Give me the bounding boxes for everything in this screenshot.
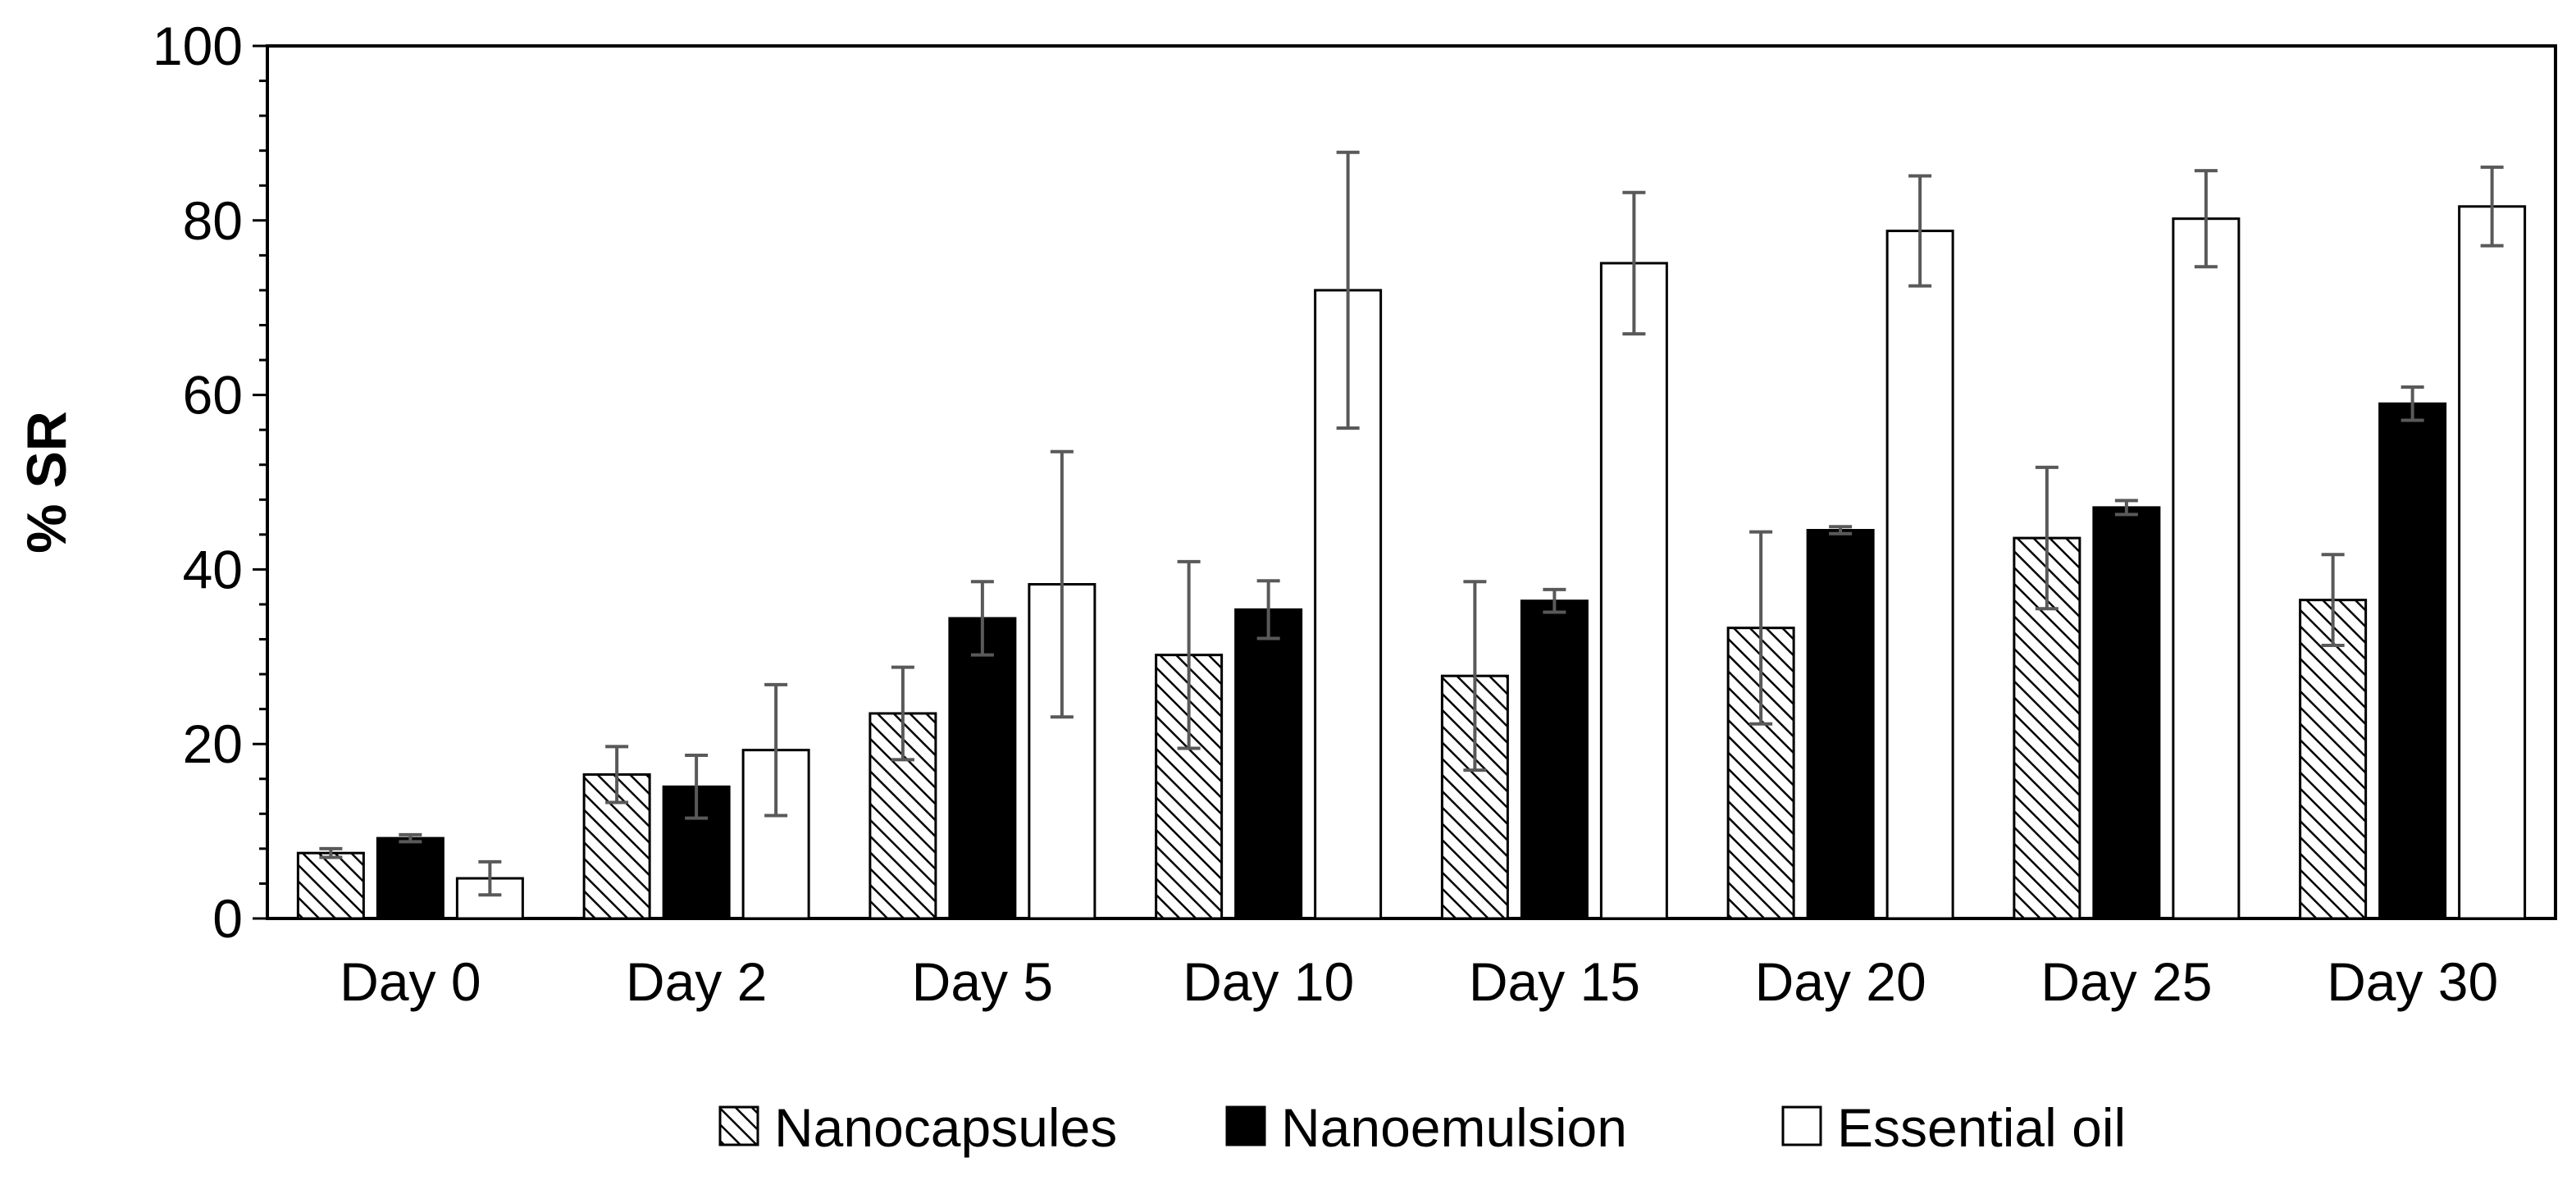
legend-label-nanoemulsion: Nanoemulsion xyxy=(1281,1097,1627,1158)
bar-nanoemulsion-day-15 xyxy=(1520,599,1589,920)
y-tick-label: 40 xyxy=(183,539,243,599)
bar-nanoemulsion-day-25 xyxy=(2092,506,2161,920)
bar-nanocapsules-day-10 xyxy=(1155,654,1224,920)
bar-essential-oil-day-15 xyxy=(1599,262,1668,920)
x-category-label-day-2: Day 2 xyxy=(626,951,767,1012)
legend-label-essential-oil: Essential oil xyxy=(1837,1097,2126,1158)
bar-nanoemulsion-day-0 xyxy=(376,836,445,920)
y-tick-label: 100 xyxy=(153,16,243,76)
y-tick-label: 20 xyxy=(183,713,243,774)
legend-swatch-essential-oil xyxy=(1781,1105,1822,1146)
bar-nanoemulsion-day-20 xyxy=(1806,529,1875,920)
x-category-label-day-25: Day 25 xyxy=(2040,951,2212,1012)
x-category-label-day-10: Day 10 xyxy=(1183,951,1354,1012)
bar-nanoemulsion-day-30 xyxy=(2378,402,2447,920)
y-tick-label: 80 xyxy=(183,190,243,251)
bar-essential-oil-day-30 xyxy=(2458,205,2527,920)
y-axis-tick-labels: 0 20 40 60 80 100 xyxy=(153,16,243,949)
legend-swatch-nanoemulsion xyxy=(1225,1105,1266,1146)
x-category-label-day-0: Day 0 xyxy=(340,951,481,1012)
y-axis-ticks xyxy=(253,44,267,920)
y-axis-title: % SR xyxy=(16,411,78,554)
x-category-label-day-5: Day 5 xyxy=(912,951,1053,1012)
bar-nanoemulsion-day-10 xyxy=(1234,608,1303,920)
legend-label-nanocapsules: Nanocapsules xyxy=(774,1097,1117,1158)
bar-essential-oil-day-2 xyxy=(741,749,810,920)
x-axis-category-labels: Day 0 Day 2 Day 5 Day 10 Day 15 Day 20 Day 25 D… xyxy=(340,951,2498,1012)
legend: Nanocapsules Nanoemulsion Essential oil xyxy=(718,1097,2126,1158)
y-tick-label: 0 xyxy=(212,888,243,949)
bar-nanocapsules-day-0 xyxy=(296,851,365,920)
error-bars xyxy=(319,150,2504,897)
bar-essential-oil-day-20 xyxy=(1885,230,1954,920)
bar-nanoemulsion-day-5 xyxy=(948,617,1017,920)
x-category-label-day-20: Day 20 xyxy=(1755,951,1926,1012)
bar-essential-oil-day-25 xyxy=(2172,217,2241,920)
legend-swatch-nanocapsules xyxy=(718,1105,759,1146)
bar-nanocapsules-day-30 xyxy=(2299,599,2368,920)
x-category-label-day-30: Day 30 xyxy=(2327,951,2498,1012)
x-category-label-day-15: Day 15 xyxy=(1469,951,1640,1012)
y-tick-label: 60 xyxy=(183,365,243,426)
